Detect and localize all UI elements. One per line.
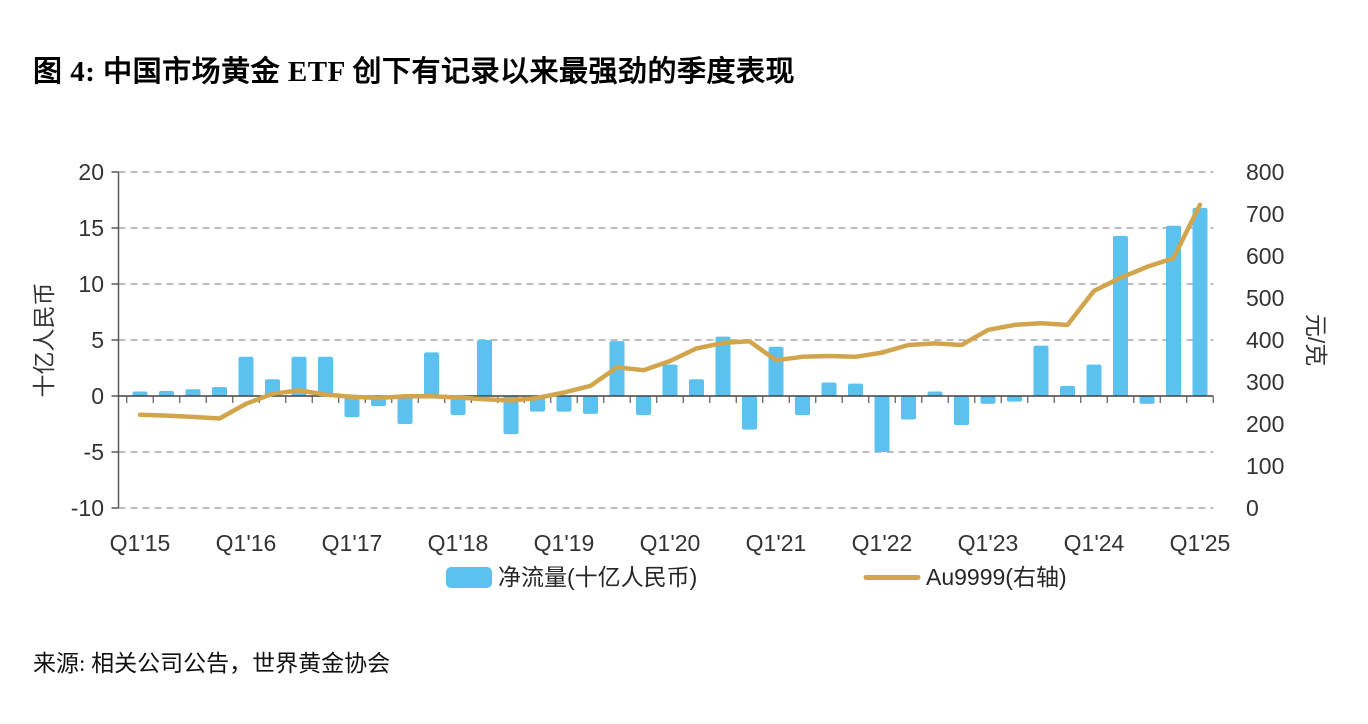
bar-Q4'19: [636, 396, 651, 416]
x-axis-label: Q1'23: [958, 530, 1019, 556]
bar-Q1'25: [1192, 207, 1208, 396]
right-axis-tick-label: 200: [1246, 411, 1284, 437]
bar-Q4'16: [318, 356, 333, 396]
bar-Q3'23: [1033, 345, 1049, 396]
right-axis-tick-label: 0: [1246, 495, 1259, 521]
bar-Q3'18: [503, 396, 519, 435]
bar-Q2'21: [795, 396, 810, 416]
right-axis-tick-label: 400: [1246, 327, 1284, 353]
legend-swatch-bar: [446, 567, 492, 588]
bar-Q4'20: [742, 396, 757, 430]
right-axis-tick-label: 800: [1246, 159, 1284, 185]
source-note: 来源: 相关公司公告，世界黄金协会: [33, 651, 391, 676]
x-axis-label: Q1'24: [1064, 530, 1125, 556]
bar-Q4'22: [954, 396, 969, 426]
bar-Q2'15: [159, 390, 174, 396]
chart-title: 图 4: 中国市场黄金 ETF 创下有记录以来最强劲的季度表现: [33, 56, 795, 88]
right-axis-tick-label: 700: [1246, 201, 1284, 227]
bar-Q2'24: [1113, 235, 1128, 396]
x-axis-label: Q1'22: [852, 530, 913, 556]
left-axis-tick-label: -10: [71, 495, 104, 521]
bar-Q3'24: [1139, 396, 1155, 404]
bar-Q3'17: [397, 396, 413, 424]
x-axis-label: Q1'18: [428, 530, 489, 556]
bar-Q3'16: [291, 356, 307, 396]
x-axis-label: Q1'16: [216, 530, 277, 556]
bar-Q1'17: [344, 396, 360, 418]
left-axis-tick-label: -5: [84, 439, 104, 465]
x-axis-label: Q1'15: [110, 530, 171, 556]
bar-Q2'19: [583, 396, 598, 414]
au9999-line: [137, 202, 1203, 421]
bar-Q2'23: [1007, 396, 1022, 402]
chart-canvas: 20 15 10 5 0 -5 -10 800 700 600 500 400 300 200 100 0 Q1…: [31, 159, 1329, 590]
bar-Q4'23: [1060, 385, 1075, 396]
bar-Q1'20: [662, 364, 678, 396]
bar-Q4'24: [1166, 225, 1181, 396]
bar-Q3'22: [927, 391, 943, 396]
right-axis-title: 元/克: [1303, 314, 1329, 366]
bar-Q1'23: [980, 396, 996, 404]
bar-Q1'16: [238, 356, 254, 396]
bar-Q1'22: [874, 396, 890, 452]
bar-Q4'21: [848, 383, 863, 396]
right-axis-tick-label: 300: [1246, 369, 1284, 395]
bar-Q1'19: [556, 396, 572, 412]
bar-Q1'18: [450, 396, 466, 416]
x-axis-label: Q1'17: [322, 530, 383, 556]
legend-label-line: Au9999(右轴): [926, 564, 1067, 590]
legend-label-bar: 净流量(十亿人民币): [498, 564, 697, 590]
bar-Q3'20: [715, 336, 731, 396]
bar-Q1'15: [132, 391, 148, 396]
left-axis-tick-label: 20: [78, 159, 104, 185]
x-axis-label: Q1'25: [1170, 530, 1231, 556]
bar-Q3'21: [821, 382, 837, 396]
bar-Q4'15: [212, 387, 227, 396]
right-axis-tick-label: 100: [1246, 453, 1284, 479]
x-axis-label: Q1'19: [534, 530, 595, 556]
left-axis-tick-label: 0: [91, 383, 104, 409]
bar-Q2'22: [901, 396, 916, 420]
bar-Q2'18: [477, 340, 492, 396]
bar-Q1'24: [1086, 364, 1102, 396]
x-axis-label: Q1'20: [640, 530, 701, 556]
right-axis-tick-label: 600: [1246, 243, 1284, 269]
left-axis-tick-label: 5: [91, 327, 104, 353]
bar-Q3'15: [185, 389, 201, 396]
bar-Q2'20: [689, 379, 704, 396]
left-axis-tick-label: 15: [78, 215, 104, 241]
left-axis-title: 十亿人民币: [31, 283, 57, 398]
left-axis-tick-label: 10: [78, 271, 104, 297]
right-axis-tick-label: 500: [1246, 285, 1284, 311]
x-axis-label: Q1'21: [746, 530, 807, 556]
bar-Q4'17: [424, 352, 439, 396]
